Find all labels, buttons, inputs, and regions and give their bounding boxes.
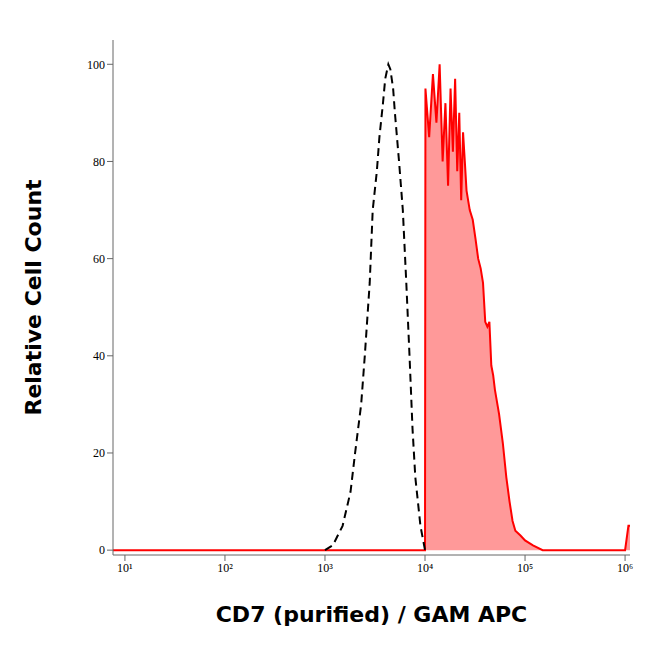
svg-text:80: 80 [93, 155, 105, 169]
svg-text:10³: 10³ [317, 561, 333, 575]
svg-text:Relative Cell Count: Relative Cell Count [21, 179, 46, 416]
svg-text:CD7 (purified) / GAM APC: CD7 (purified) / GAM APC [216, 602, 528, 627]
svg-text:100: 100 [87, 58, 105, 72]
svg-text:10²: 10² [217, 561, 233, 575]
svg-text:10¹: 10¹ [117, 561, 133, 575]
svg-text:40: 40 [93, 349, 105, 363]
svg-text:60: 60 [93, 252, 105, 266]
svg-text:10⁶: 10⁶ [617, 561, 633, 575]
svg-text:10⁵: 10⁵ [517, 561, 533, 575]
svg-text:10⁴: 10⁴ [417, 561, 433, 575]
svg-text:20: 20 [93, 446, 105, 460]
svg-text:0: 0 [99, 543, 105, 557]
